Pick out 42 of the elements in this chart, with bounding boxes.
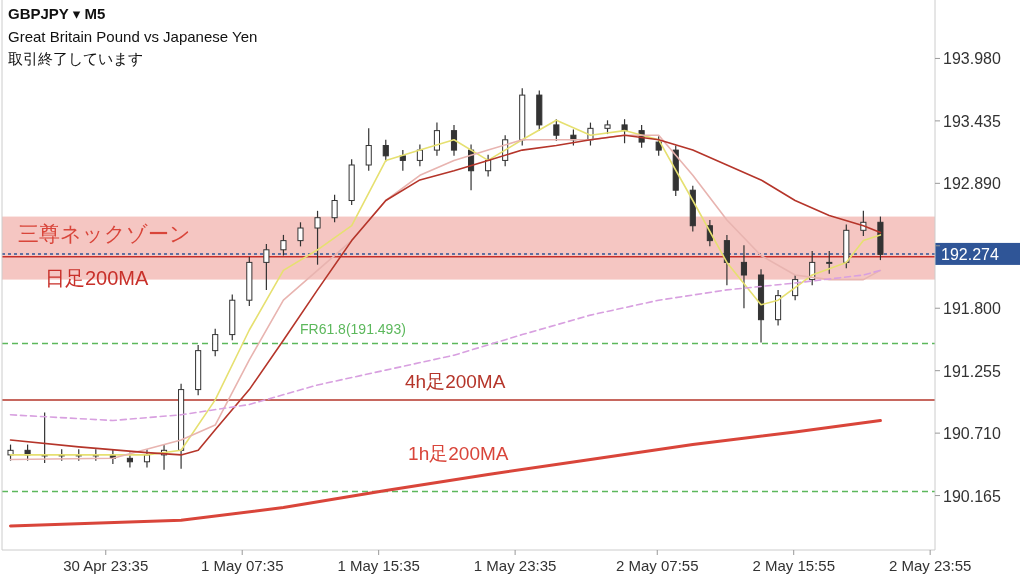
candlestick: [553, 118, 560, 142]
candlestick: [740, 244, 748, 309]
candlestick: [723, 234, 730, 286]
x-tick-label: 2 May 23:55: [888, 557, 972, 574]
candlestick: [450, 124, 458, 157]
y-tick-label: 190.165: [943, 487, 1001, 505]
candlestick: [399, 149, 406, 172]
candlestick: [433, 122, 440, 157]
candlestick: [382, 139, 389, 163]
candlestick: [263, 243, 270, 291]
candlestick: [621, 118, 628, 144]
chart-title: GBPJPY ▾ M5: [8, 5, 106, 22]
y-tick-label: 191.800: [943, 300, 1001, 318]
y-tick-label: 193.980: [943, 50, 1001, 68]
candlestick: [297, 221, 304, 247]
y-tick-label: 191.255: [943, 362, 1001, 380]
candlestick: [416, 143, 423, 167]
band-label: 三尊ネックゾーン: [18, 221, 191, 245]
candlestick: [280, 234, 287, 257]
y-tick-label: 190.710: [943, 425, 1001, 443]
x-tick-label: 1 May 07:35: [200, 557, 284, 574]
annotation: 取引終了しています: [8, 50, 143, 67]
y-tick-label: 193.435: [943, 112, 1001, 130]
candlestick: [212, 328, 219, 357]
candlestick: [331, 194, 338, 223]
candlestick: [860, 210, 867, 237]
candlestick: [314, 210, 321, 266]
ref-line-label: 日足200MA: [45, 266, 150, 289]
ref-line-label: FR61.8(191.493): [300, 321, 406, 338]
x-tick-label: 30 Apr 23:35: [63, 557, 149, 574]
candlestick: [826, 250, 833, 275]
x-tick-label: 2 May 15:55: [752, 557, 835, 574]
x-tick-label: 1 May 15:35: [337, 557, 420, 574]
text: Great Britain Pound vs Japanese Yen: [8, 28, 258, 45]
series-label: 1h足200MA: [408, 443, 509, 465]
candlestick: [655, 135, 662, 157]
y-tick-label: 192.890: [943, 175, 1001, 193]
ref-line-label: 192.274: [941, 245, 999, 263]
ref-line-label: 4h足200MA: [405, 370, 506, 392]
x-tick-label: 1 May 23:35: [473, 557, 557, 574]
x-tick-label: 2 May 07:55: [615, 557, 699, 574]
candlestick: [365, 127, 372, 172]
